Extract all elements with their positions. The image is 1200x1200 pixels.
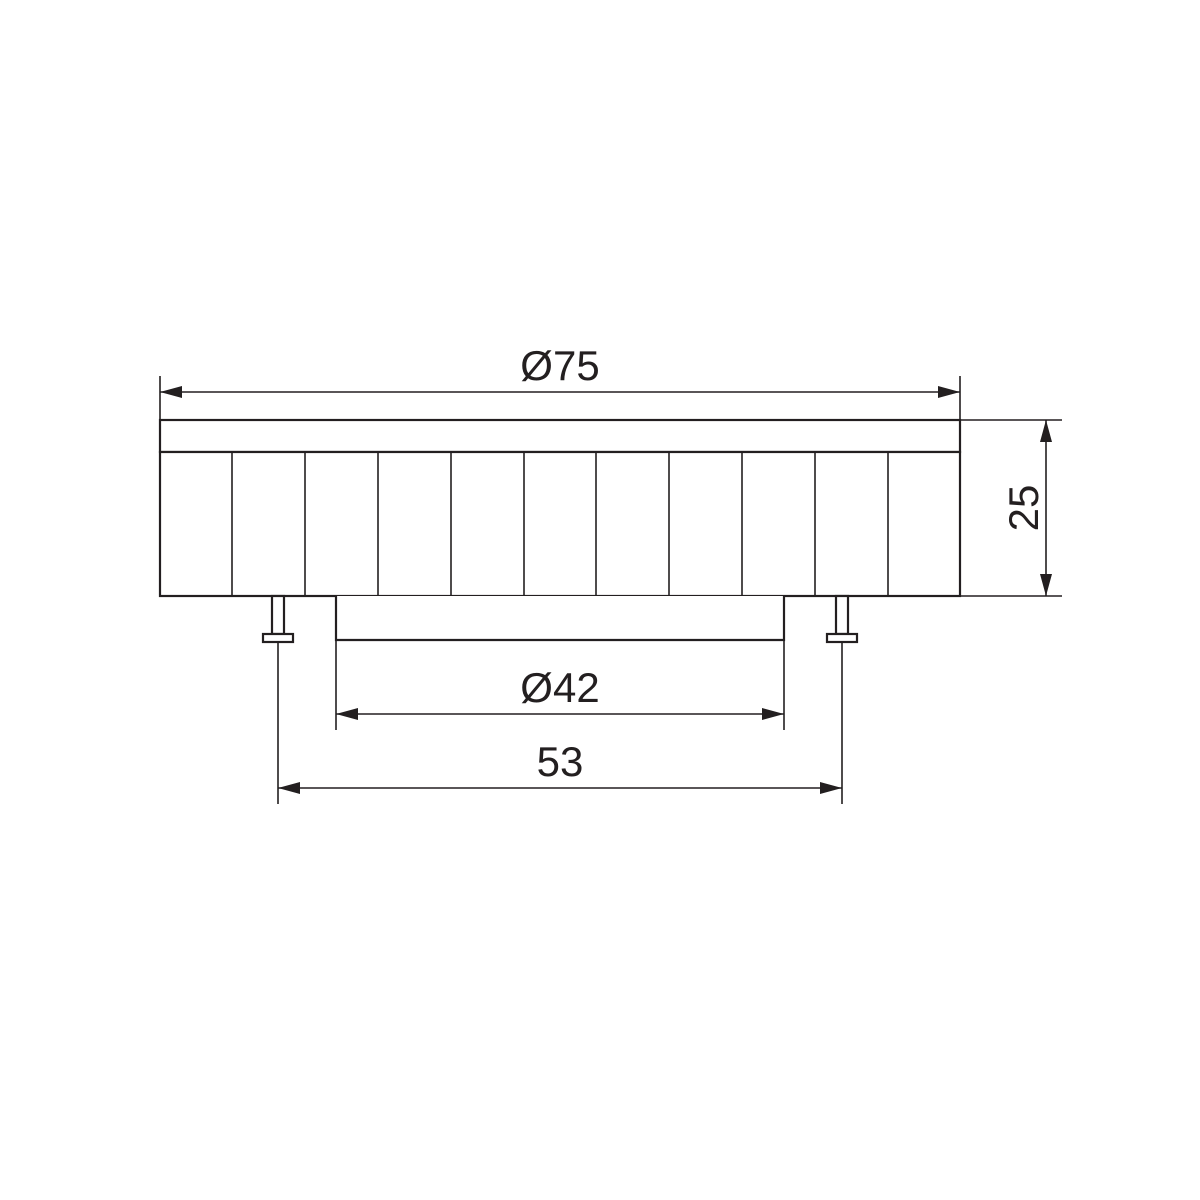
technical-drawing: Ø75 — [0, 0, 1200, 1200]
pin-left — [263, 596, 293, 642]
dimension-diameter-42: Ø42 — [336, 640, 784, 730]
dim-75-label: Ø75 — [520, 342, 599, 389]
dim-53-label: 53 — [537, 738, 584, 785]
dim-42-label: Ø42 — [520, 664, 599, 711]
dimension-height-25: 25 — [960, 420, 1062, 596]
lamp-body-side-view — [160, 420, 960, 642]
dimension-diameter-75: Ø75 — [160, 342, 960, 420]
pin-right — [827, 596, 857, 642]
dim-25-label: 25 — [1000, 485, 1047, 532]
